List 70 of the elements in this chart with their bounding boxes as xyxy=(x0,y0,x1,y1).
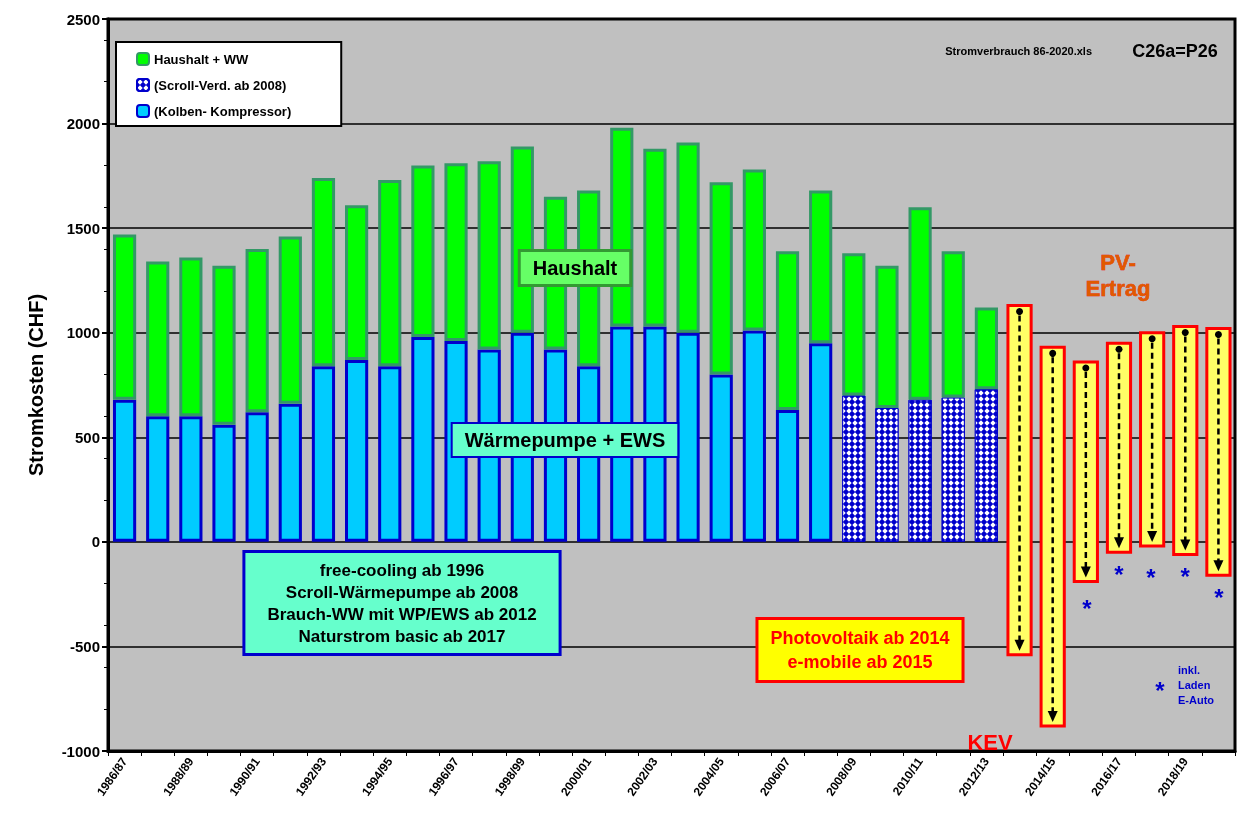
bar xyxy=(212,265,236,425)
bar xyxy=(709,374,733,542)
bar xyxy=(742,169,766,331)
bar xyxy=(311,366,336,542)
legend-label: (Scroll-Verd. ab 2008) xyxy=(154,77,287,93)
annotation: * xyxy=(1114,560,1125,588)
y-tick-label: 1000 xyxy=(66,324,100,342)
bar xyxy=(345,359,369,542)
legend-label: Haushalt + WW xyxy=(154,51,249,67)
bar xyxy=(411,165,435,337)
bar xyxy=(1039,345,1066,728)
y-tick-label: 0 xyxy=(91,533,100,551)
bar xyxy=(941,251,965,398)
bar xyxy=(809,343,833,542)
bar xyxy=(278,236,302,404)
bar xyxy=(1139,331,1166,548)
y-axis-title: Stromkosten (CHF) xyxy=(25,293,47,477)
bar xyxy=(908,207,932,400)
bar xyxy=(146,261,170,417)
annotation: * xyxy=(1082,594,1093,622)
bar xyxy=(1105,341,1133,554)
y-tick-label: 500 xyxy=(74,428,100,446)
bar xyxy=(378,366,402,542)
bar xyxy=(1205,327,1232,577)
bar xyxy=(842,253,866,396)
bar xyxy=(112,399,137,542)
y-tick-label: 2000 xyxy=(66,115,100,133)
legend-label: (Kolben- Kompressor) xyxy=(154,103,292,119)
bar xyxy=(311,177,336,367)
annotation: Wärmepumpe + EWS xyxy=(464,429,666,451)
annotation: * xyxy=(1180,562,1191,590)
annotation: * xyxy=(1146,563,1157,591)
bar xyxy=(676,142,700,333)
bar xyxy=(212,424,236,542)
bar xyxy=(444,163,468,342)
annotation: * xyxy=(1155,676,1166,704)
annotation: KEV xyxy=(967,729,1013,755)
bar xyxy=(875,265,899,409)
y-tick-label: -500 xyxy=(69,637,100,655)
y-tick-label: 1500 xyxy=(66,219,100,237)
bar xyxy=(345,205,369,360)
bar xyxy=(278,403,302,542)
bar xyxy=(1072,360,1099,584)
bar xyxy=(775,251,800,411)
bar xyxy=(245,249,269,413)
annotation: Stromverbrauch 86-2020.xls xyxy=(945,45,1092,57)
annotation: inkl. Laden E-Auto xyxy=(1178,664,1215,706)
bar xyxy=(477,161,501,350)
bar xyxy=(1172,324,1199,556)
bar xyxy=(179,257,203,417)
y-tick-label: 2500 xyxy=(66,10,100,28)
bar xyxy=(809,190,833,344)
annotation: * xyxy=(1214,583,1225,611)
bar xyxy=(709,182,733,375)
bar xyxy=(245,412,269,542)
bar xyxy=(146,416,170,542)
annotation: PV- Ertrag xyxy=(1085,249,1151,301)
y-tick-label: -1000 xyxy=(61,742,100,760)
bar xyxy=(411,336,435,542)
annotation: Haushalt xyxy=(532,257,618,279)
bar xyxy=(775,410,800,542)
bar xyxy=(643,148,667,327)
bar xyxy=(742,330,766,542)
bar xyxy=(112,234,137,400)
bar xyxy=(974,307,998,390)
annotation: free-cooling ab 1996 Scroll-Wärmepumpe ab 2008 Brauch-WW mit WP/EWS ab 2012 Naturstrom basic ab 2017 xyxy=(267,560,537,646)
annotation: C26a=P26 xyxy=(1132,41,1218,61)
annotation: Photovoltaik ab 2014 e-mobile ab 2015 xyxy=(770,628,950,672)
bar xyxy=(179,416,203,542)
bar xyxy=(378,180,402,367)
